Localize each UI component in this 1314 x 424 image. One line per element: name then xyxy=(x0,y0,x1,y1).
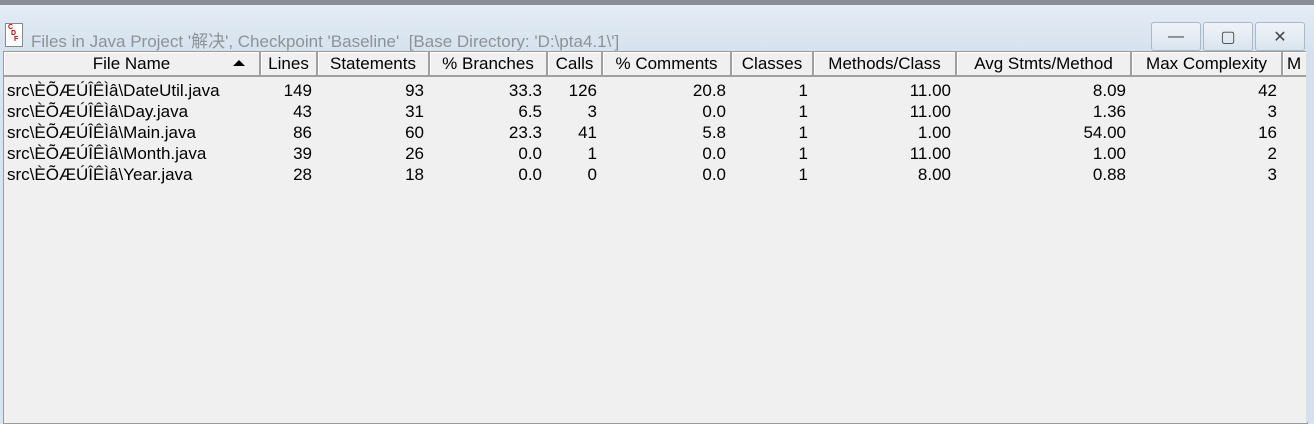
table-cell: 18 xyxy=(405,165,424,184)
column-header-label: Lines xyxy=(268,53,309,73)
column-header[interactable]: Classes xyxy=(732,52,814,77)
column-header[interactable]: Statements xyxy=(318,52,430,77)
close-icon: ✕ xyxy=(1273,28,1287,46)
column-header-label: M xyxy=(1287,53,1302,73)
column-header-label: Classes xyxy=(741,53,803,73)
table-cell: 42 xyxy=(1258,81,1277,100)
table-cell: 60 xyxy=(405,123,424,142)
column-header[interactable]: Avg Stmts/Method xyxy=(957,52,1132,77)
table-cell: 3 xyxy=(1267,165,1277,184)
table-cell: 43 xyxy=(293,102,312,121)
column-header[interactable]: % Branches xyxy=(430,52,548,77)
column-header-label: Calls xyxy=(555,53,594,73)
table-cell: 0 xyxy=(587,165,597,184)
table-cell: src\ÈÕÆÚÎÊÌâ\DateUtil.java xyxy=(7,81,220,100)
minimize-icon: — xyxy=(1168,27,1184,45)
table-cell: 126 xyxy=(568,81,597,100)
close-button[interactable]: ✕ xyxy=(1255,22,1305,51)
table-cell: 11.00 xyxy=(909,81,951,100)
table-cell: 0.0 xyxy=(702,165,726,184)
table-cell: 11.00 xyxy=(909,102,951,121)
column-header[interactable]: Methods/Class xyxy=(814,52,957,77)
window-title: Files in Java Project '解决', Checkpoint '… xyxy=(31,32,620,51)
table-cell: 1 xyxy=(798,102,808,121)
table-cell: src\ÈÕÆÚÎÊÌâ\Day.java xyxy=(7,102,189,121)
table-cell: 0.0 xyxy=(518,165,542,184)
table-cell: 3 xyxy=(1267,102,1277,121)
table-row[interactable]: src\ÈÕÆÚÎÊÌâ\Main.java 86 60 23.3 41 5.8 1 1.00… xyxy=(4,122,1307,143)
sort-ascending-icon xyxy=(233,60,245,66)
table-cell: 0.0 xyxy=(702,102,726,121)
table-cell: 23.3 xyxy=(508,123,542,142)
column-header-label: Max Complexity xyxy=(1146,53,1267,73)
table-cell: 11.00 xyxy=(909,144,951,163)
column-header[interactable]: File Name xyxy=(4,52,261,77)
column-header-label: Statements xyxy=(330,53,416,73)
table-cell: 54.00 xyxy=(1083,123,1126,142)
table-cell: 0.88 xyxy=(1092,165,1126,184)
table-cell: 33.3 xyxy=(508,81,542,100)
table-cell: 31 xyxy=(405,102,424,121)
minimize-button[interactable]: — xyxy=(1151,22,1201,51)
table-cell: 2 xyxy=(1267,144,1277,163)
table-cell: 1 xyxy=(798,144,808,163)
table-cell: 86 xyxy=(293,123,312,142)
column-header[interactable]: Calls xyxy=(548,52,603,77)
table-cell: 1 xyxy=(587,144,597,163)
table-cell: 1.36 xyxy=(1092,102,1126,121)
table-cell: 5.8 xyxy=(702,123,726,142)
column-header-label: % Branches xyxy=(442,53,534,73)
column-header-label: File Name xyxy=(92,53,171,73)
table-row[interactable]: src\ÈÕÆÚÎÊÌâ\Year.java 28 18 0.0 0 0.0 1 8.00 0.… xyxy=(4,164,1307,185)
table-cell: 26 xyxy=(405,144,424,163)
column-header[interactable]: % Comments xyxy=(603,52,732,77)
table-cell: 0.0 xyxy=(702,144,726,163)
table-row[interactable]: src\ÈÕÆÚÎÊÌâ\DateUtil.java 149 93 33.3 126 20… xyxy=(4,80,1307,101)
table-row[interactable]: src\ÈÕÆÚÎÊÌâ\Day.java 43 31 6.5 3 0.0 1 11.00 1.… xyxy=(4,101,1307,122)
column-header[interactable]: Max Complexity xyxy=(1132,52,1283,77)
table-cell: 1 xyxy=(798,123,808,142)
column-header-label: % Comments xyxy=(615,53,718,73)
window-border xyxy=(1306,51,1314,422)
table-cell: 1 xyxy=(798,81,808,100)
column-header[interactable]: Lines xyxy=(261,52,318,77)
table-cell: 6.5 xyxy=(518,102,542,121)
top-edge xyxy=(0,0,1314,5)
table-cell: src\ÈÕÆÚÎÊÌâ\Month.java xyxy=(7,144,207,163)
table-cell: src\ÈÕÆÚÎÊÌâ\Year.java xyxy=(7,165,193,184)
maximize-button[interactable]: ▢ xyxy=(1203,22,1253,51)
table-cell: src\ÈÕÆÚÎÊÌâ\Main.java xyxy=(7,123,196,142)
column-header-label: Methods/Class xyxy=(828,53,941,73)
table-cell: 1.00 xyxy=(917,123,951,142)
files-table: File Name Lines Statements % Branches Calls%… xyxy=(3,51,1308,424)
table-row[interactable]: src\ÈÕÆÚÎÊÌâ\Month.java 39 26 0.0 1 0.0 1 11.00… xyxy=(4,143,1307,164)
table-cell: 1.00 xyxy=(1092,144,1126,163)
table-cell: 1 xyxy=(798,165,808,184)
table-cell: 16 xyxy=(1258,123,1277,142)
table-cell: 39 xyxy=(293,144,312,163)
table-cell: 20.8 xyxy=(692,81,726,100)
table-cell: 0.0 xyxy=(518,144,542,163)
table-cell: 8.09 xyxy=(1092,81,1126,100)
table-cell: 8.00 xyxy=(917,165,951,184)
table-cell: 93 xyxy=(405,81,424,100)
table-cell: 3 xyxy=(587,102,597,121)
maximize-icon: ▢ xyxy=(1220,28,1236,46)
column-header-label: Avg Stmts/Method xyxy=(974,53,1113,73)
column-header[interactable]: M xyxy=(1283,52,1307,77)
table-cell: 28 xyxy=(293,165,312,184)
table-cell: 41 xyxy=(578,123,597,142)
table-cell: 149 xyxy=(283,81,312,100)
